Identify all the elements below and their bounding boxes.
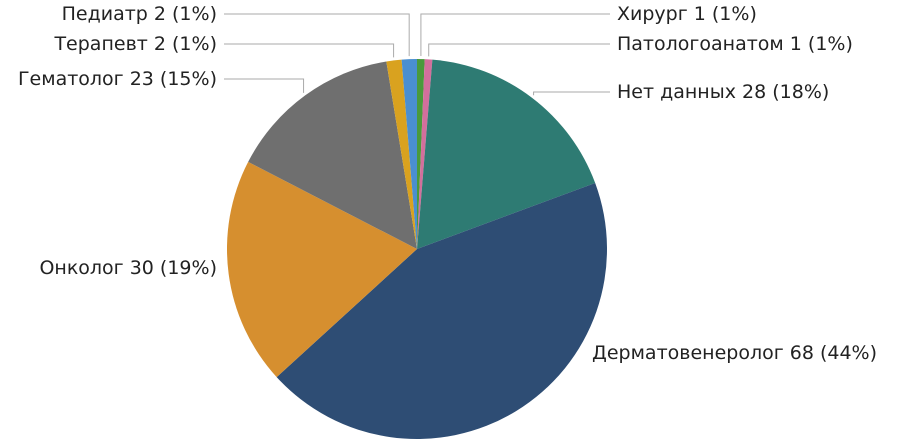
pie-slice — [386, 59, 417, 249]
leader-line — [428, 43, 610, 57]
slice-category: Хирург — [617, 3, 688, 25]
slice-label: Терапевт 2 (1%) — [53, 33, 217, 55]
pie-slice — [417, 59, 425, 249]
pie-slice — [417, 59, 596, 249]
slice-label: Патологоанатом 1 (1%) — [617, 33, 853, 55]
pie-slice — [276, 183, 608, 440]
slice-value-label: 1 (1%) — [694, 3, 757, 25]
slice-label: Нет данных 28 (18%) — [617, 81, 829, 103]
leader-line — [224, 78, 305, 93]
slice-value-label: 1 (1%) — [790, 33, 853, 55]
slice-category: Патологоанатом — [617, 33, 784, 55]
slice-label: Онколог 30 (19%) — [39, 257, 217, 279]
slice-label: Педиатр 2 (1%) — [62, 3, 217, 25]
slice-category: Педиатр — [62, 3, 148, 25]
pie-slice — [417, 59, 433, 250]
slice-value-label: 23 (15%) — [130, 68, 217, 90]
slice-value-label: 2 (1%) — [154, 33, 217, 55]
slice-label: Хирург 1 (1%) — [617, 3, 757, 25]
slice-value-label: 2 (1%) — [154, 3, 217, 25]
slice-label: Дерматовенеролог 68 (44%) — [592, 342, 877, 364]
slice-value-label: 68 (44%) — [790, 342, 877, 364]
slice-category: Терапевт — [53, 33, 147, 55]
leader-line — [224, 43, 395, 58]
leader-line — [420, 13, 610, 57]
slice-category: Дерматовенеролог — [592, 342, 784, 364]
pie-slice — [401, 59, 417, 249]
pie-slice — [248, 61, 417, 249]
pie-slice — [227, 161, 417, 378]
slice-value-label: 28 (18%) — [742, 81, 829, 103]
leader-line — [224, 13, 410, 57]
leader-line — [533, 91, 610, 96]
slice-value-label: 30 (19%) — [130, 257, 217, 279]
slice-category: Гематолог — [18, 68, 124, 90]
slice-category: Нет данных — [617, 81, 736, 103]
slice-label: Гематолог 23 (15%) — [18, 68, 217, 90]
slice-category: Онколог — [39, 257, 123, 279]
